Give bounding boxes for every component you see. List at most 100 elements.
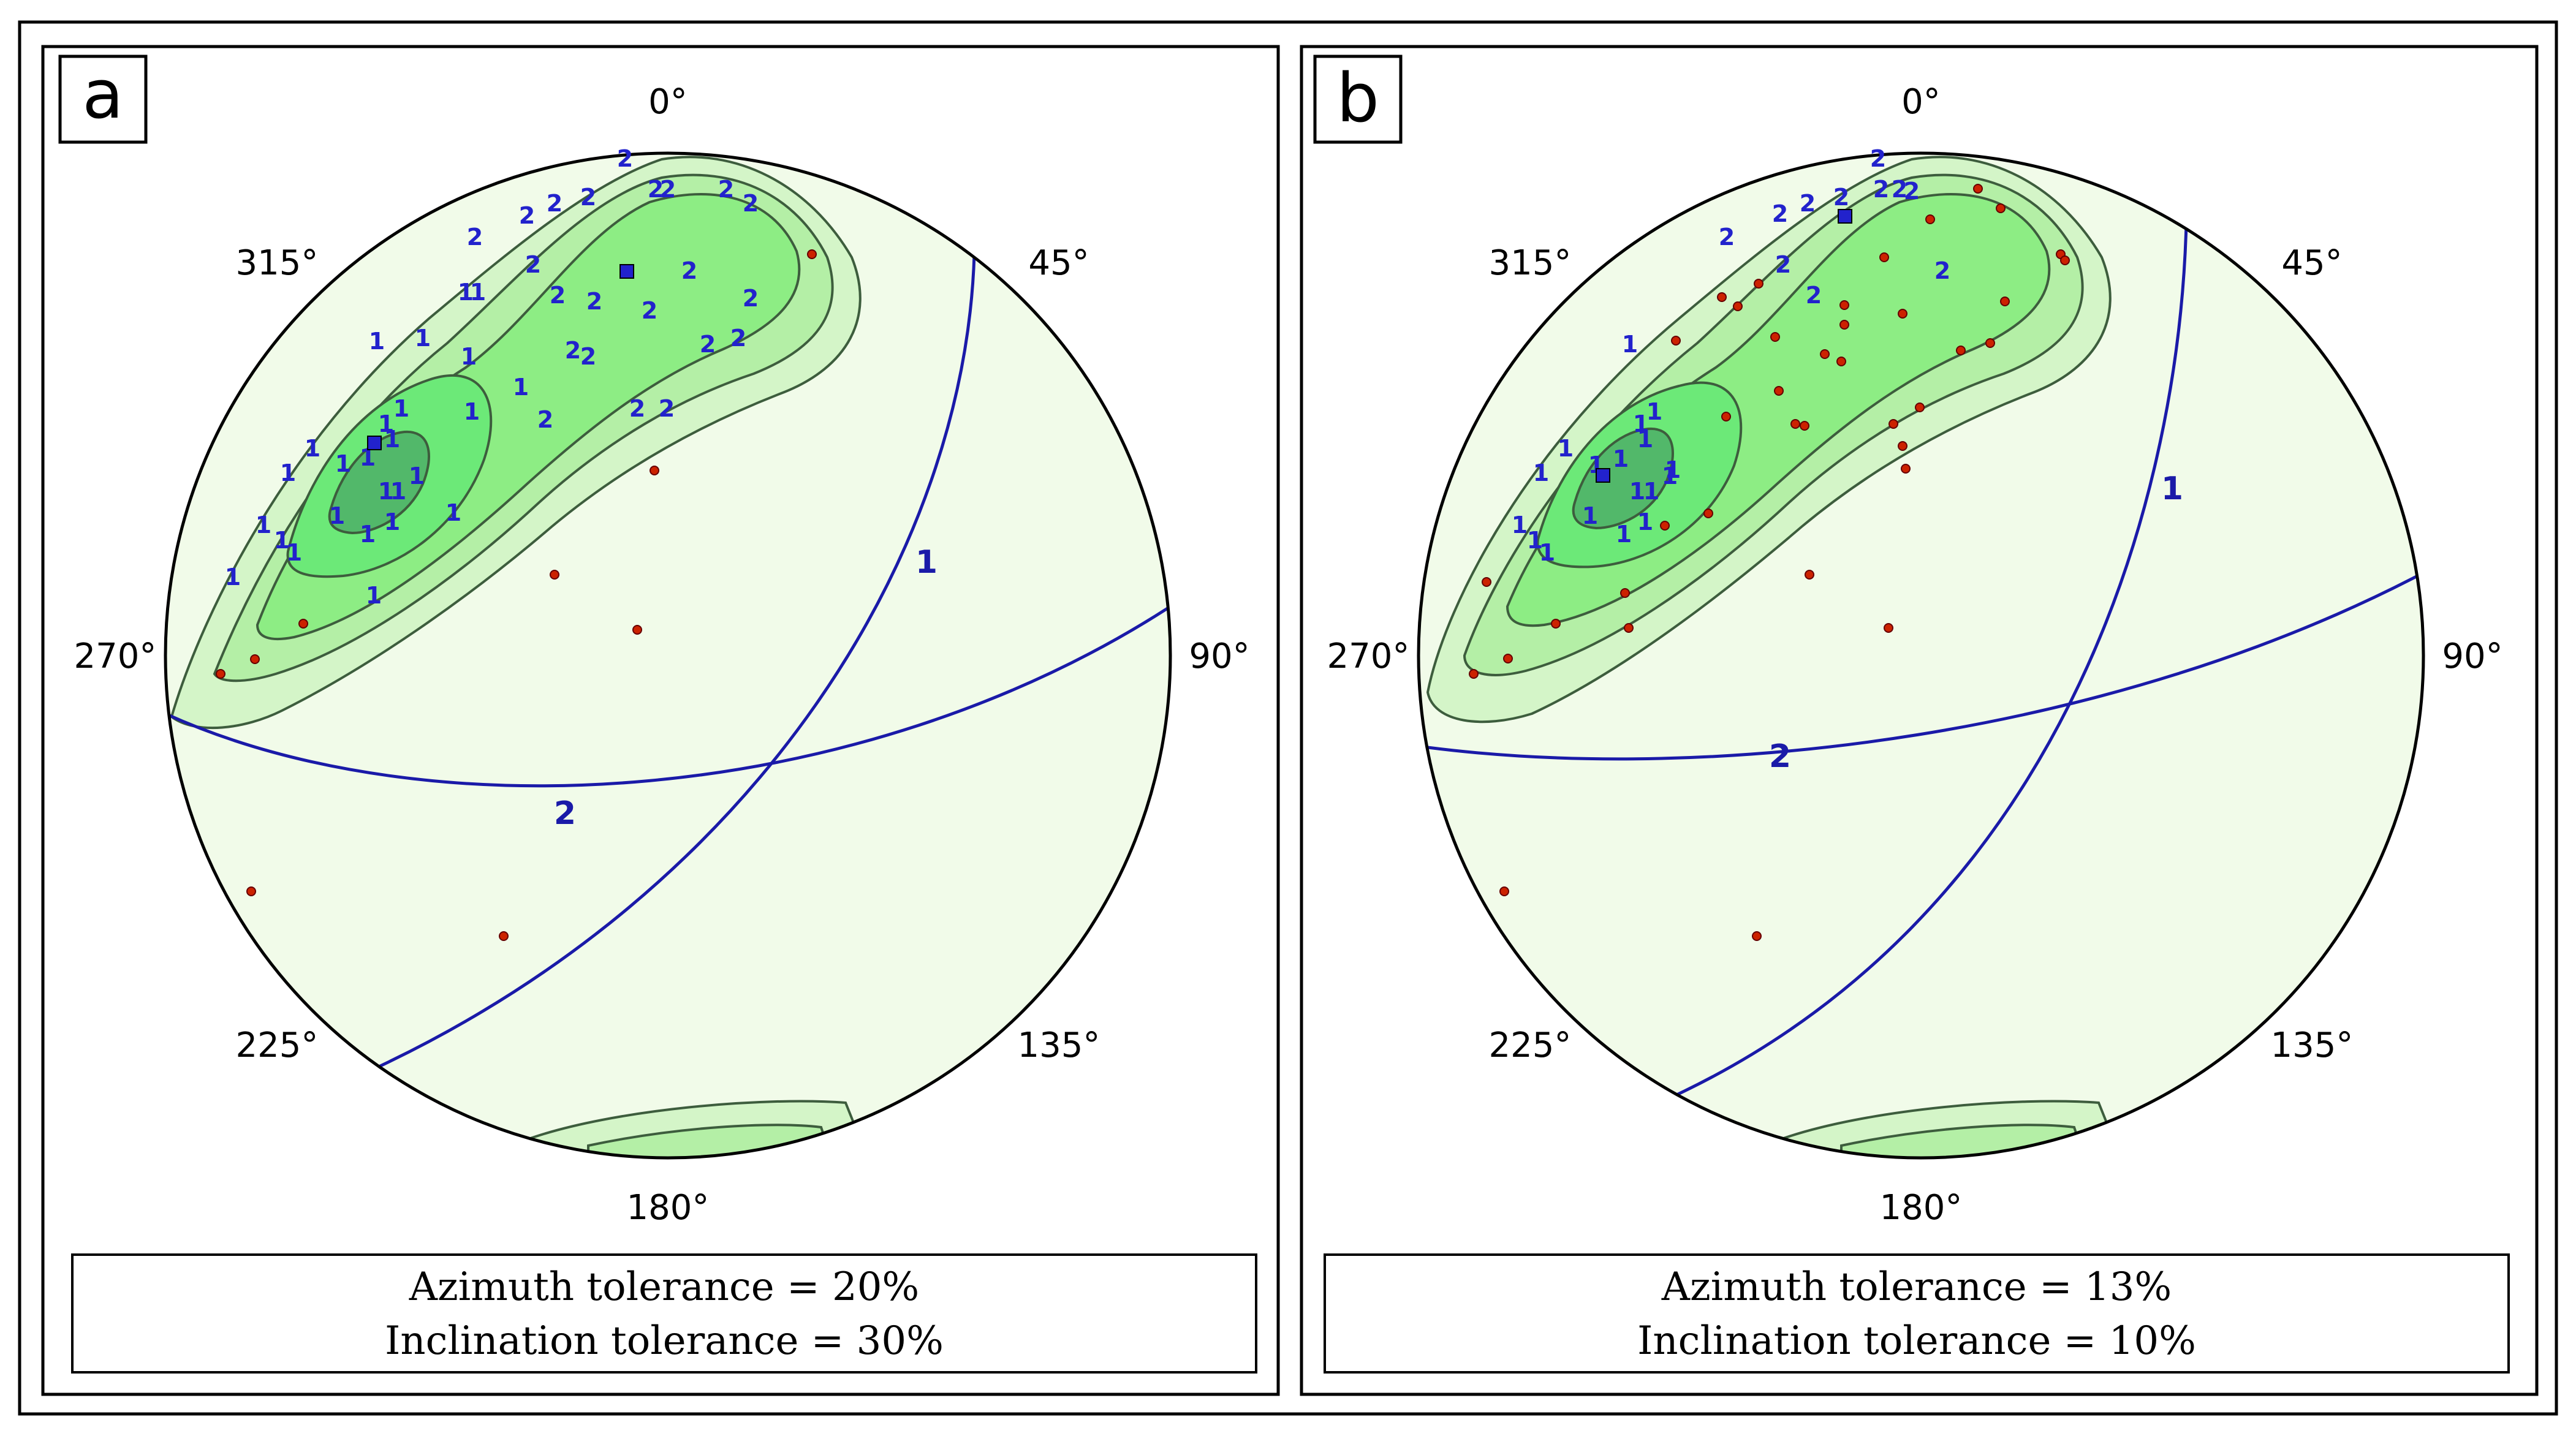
panel-b-deg-45: 45° [2281, 243, 2342, 283]
panel-a-deg-180: 180° [627, 1188, 710, 1228]
panel-a-great-circle-1-label: 1 [915, 544, 938, 581]
cluster-label: 2 [1870, 145, 1886, 172]
cluster-label: 1 [1613, 445, 1629, 472]
cluster-label: 2 [550, 282, 566, 309]
panel-a-deg-225: 225° [236, 1026, 319, 1065]
cluster-label: 2 [718, 176, 734, 203]
panel-a-azimuth-tolerance: Azimuth tolerance = 20% [409, 1264, 919, 1310]
panel-a-net-outline [164, 151, 1172, 1160]
cluster-label: 1 [1533, 459, 1549, 486]
cluster-label: 2 [565, 337, 581, 364]
panel-b-mean-pole-1 [1596, 468, 1610, 483]
panel-a-sample-points [216, 249, 817, 941]
cluster-label: 2 [743, 190, 759, 217]
panel-a-inclination-tolerance: Inclination tolerance = 30% [385, 1318, 944, 1364]
panel-a-cluster-markers: 2 2 2 2 2 2 2 2 2 2 2 2 2 2 2 2 2 2 2 2 [225, 145, 759, 609]
panel-b-deg-270: 270° [1327, 637, 1410, 676]
cluster-label: 1 [461, 343, 477, 370]
panel-b-caption-box [1324, 1253, 2510, 1374]
cluster-label: 1 [409, 463, 425, 489]
cluster-label: 1 [464, 398, 480, 425]
cluster-label: 1 [415, 325, 431, 352]
cluster-label: 1 [274, 527, 290, 554]
cluster-label: 2 [1806, 282, 1822, 309]
cluster-label: 2 [467, 224, 483, 251]
cluster-label: 1 [225, 564, 241, 591]
cluster-label: 1 [1582, 502, 1598, 529]
cluster-label: 1 [1629, 478, 1645, 505]
panel-a-deg-90: 90° [1189, 637, 1249, 676]
cluster-label: 1 [1512, 512, 1528, 538]
cluster-label: 2 [547, 190, 563, 217]
cluster-label: 2 [519, 202, 535, 229]
panel-a-letter: a [82, 55, 123, 134]
cluster-label: 2 [1833, 184, 1849, 211]
cluster-label: 2 [537, 406, 553, 433]
cluster-label: 1 [1558, 435, 1574, 462]
panel-b-deg-225: 225° [1489, 1026, 1572, 1065]
panel-b-deg-180: 180° [1880, 1188, 1963, 1228]
cluster-label: 1 [384, 508, 400, 535]
panel-a-deg-270: 270° [74, 637, 157, 676]
cluster-label: 2 [1775, 251, 1791, 278]
cluster-label: 1 [335, 450, 351, 477]
cluster-label: 1 [1646, 398, 1662, 425]
cluster-label: 2 [580, 184, 596, 211]
panel-a-deg-0: 0° [648, 82, 688, 122]
panel-a-density-contours [170, 156, 872, 1158]
cluster-label: 1 [384, 426, 400, 453]
panel-b-density-contours [1426, 156, 2125, 1158]
panel-b-sample-points [1469, 184, 2070, 941]
outer-border [18, 20, 2558, 1416]
cluster-label: 2 [642, 297, 657, 324]
cluster-label: 1 [390, 478, 406, 505]
cluster-label: 1 [1539, 539, 1555, 566]
panel-b-deg-90: 90° [2442, 637, 2502, 676]
cluster-label: 2 [586, 288, 602, 315]
panel-a-stereonet: 1 2 2 2 2 2 2 2 2 [74, 82, 1250, 1228]
cluster-label: 1 [470, 279, 486, 306]
cluster-label: 2 [648, 176, 664, 203]
panel-b-great-circle-2 [1427, 571, 2423, 761]
cluster-label: 2 [1873, 176, 1889, 203]
cluster-label: 2 [700, 331, 716, 358]
cluster-label: 1 [1637, 426, 1653, 453]
cluster-label: 1 [360, 521, 376, 548]
panel-a: a [41, 45, 1280, 1396]
cluster-label: 1 [1643, 478, 1659, 505]
cluster-label: 2 [617, 145, 633, 172]
cluster-label: 1 [1662, 463, 1678, 489]
panel-b-great-circle-2-label: 2 [1769, 738, 1791, 775]
panel-b-deg-315: 315° [1489, 243, 1572, 283]
cluster-label: 1 [366, 582, 382, 609]
cluster-label: 2 [730, 325, 746, 352]
cluster-label: 2 [659, 395, 675, 422]
cluster-label: 1 [1633, 410, 1649, 437]
panel-a-great-circle-2-label: 2 [554, 795, 576, 832]
panel-a-mean-pole-2 [619, 264, 634, 279]
panel-a-deg-315: 315° [236, 243, 319, 283]
panel-b-letter-box [1313, 55, 1403, 144]
panel-b-azimuth-tolerance: Azimuth tolerance = 13% [1661, 1264, 2172, 1310]
cluster-label: 2 [681, 257, 697, 284]
cluster-label: 1 [256, 512, 271, 538]
cluster-label: 2 [1800, 190, 1816, 217]
cluster-label: 1 [329, 502, 345, 529]
panel-a-caption-box [71, 1253, 1257, 1374]
panel-b-letter: b [1336, 59, 1379, 137]
cluster-label: 1 [286, 539, 302, 566]
cluster-label: 2 [660, 176, 676, 203]
panel-b-mean-pole-2 [1838, 209, 1852, 224]
panel-b-net-outline [1417, 151, 2425, 1160]
panel-b-deg-0: 0° [1901, 82, 1941, 122]
cluster-label: 1 [280, 459, 296, 486]
panel-b-cluster-markers: 2 2 2 2 2 2 2 2 2 2 2 1 1 1 1 1 1 1 1 1 [1512, 145, 1950, 566]
cluster-label: 1 [1622, 331, 1638, 358]
cluster-label: 2 [1772, 200, 1788, 227]
panel-b-stereonet: 1 2 2 2 2 2 2 [1327, 82, 2503, 1228]
panel-a-letter-box [58, 55, 148, 144]
cluster-label: 2 [525, 251, 541, 278]
cluster-label: 1 [305, 435, 320, 462]
cluster-label: 2 [1719, 224, 1735, 251]
